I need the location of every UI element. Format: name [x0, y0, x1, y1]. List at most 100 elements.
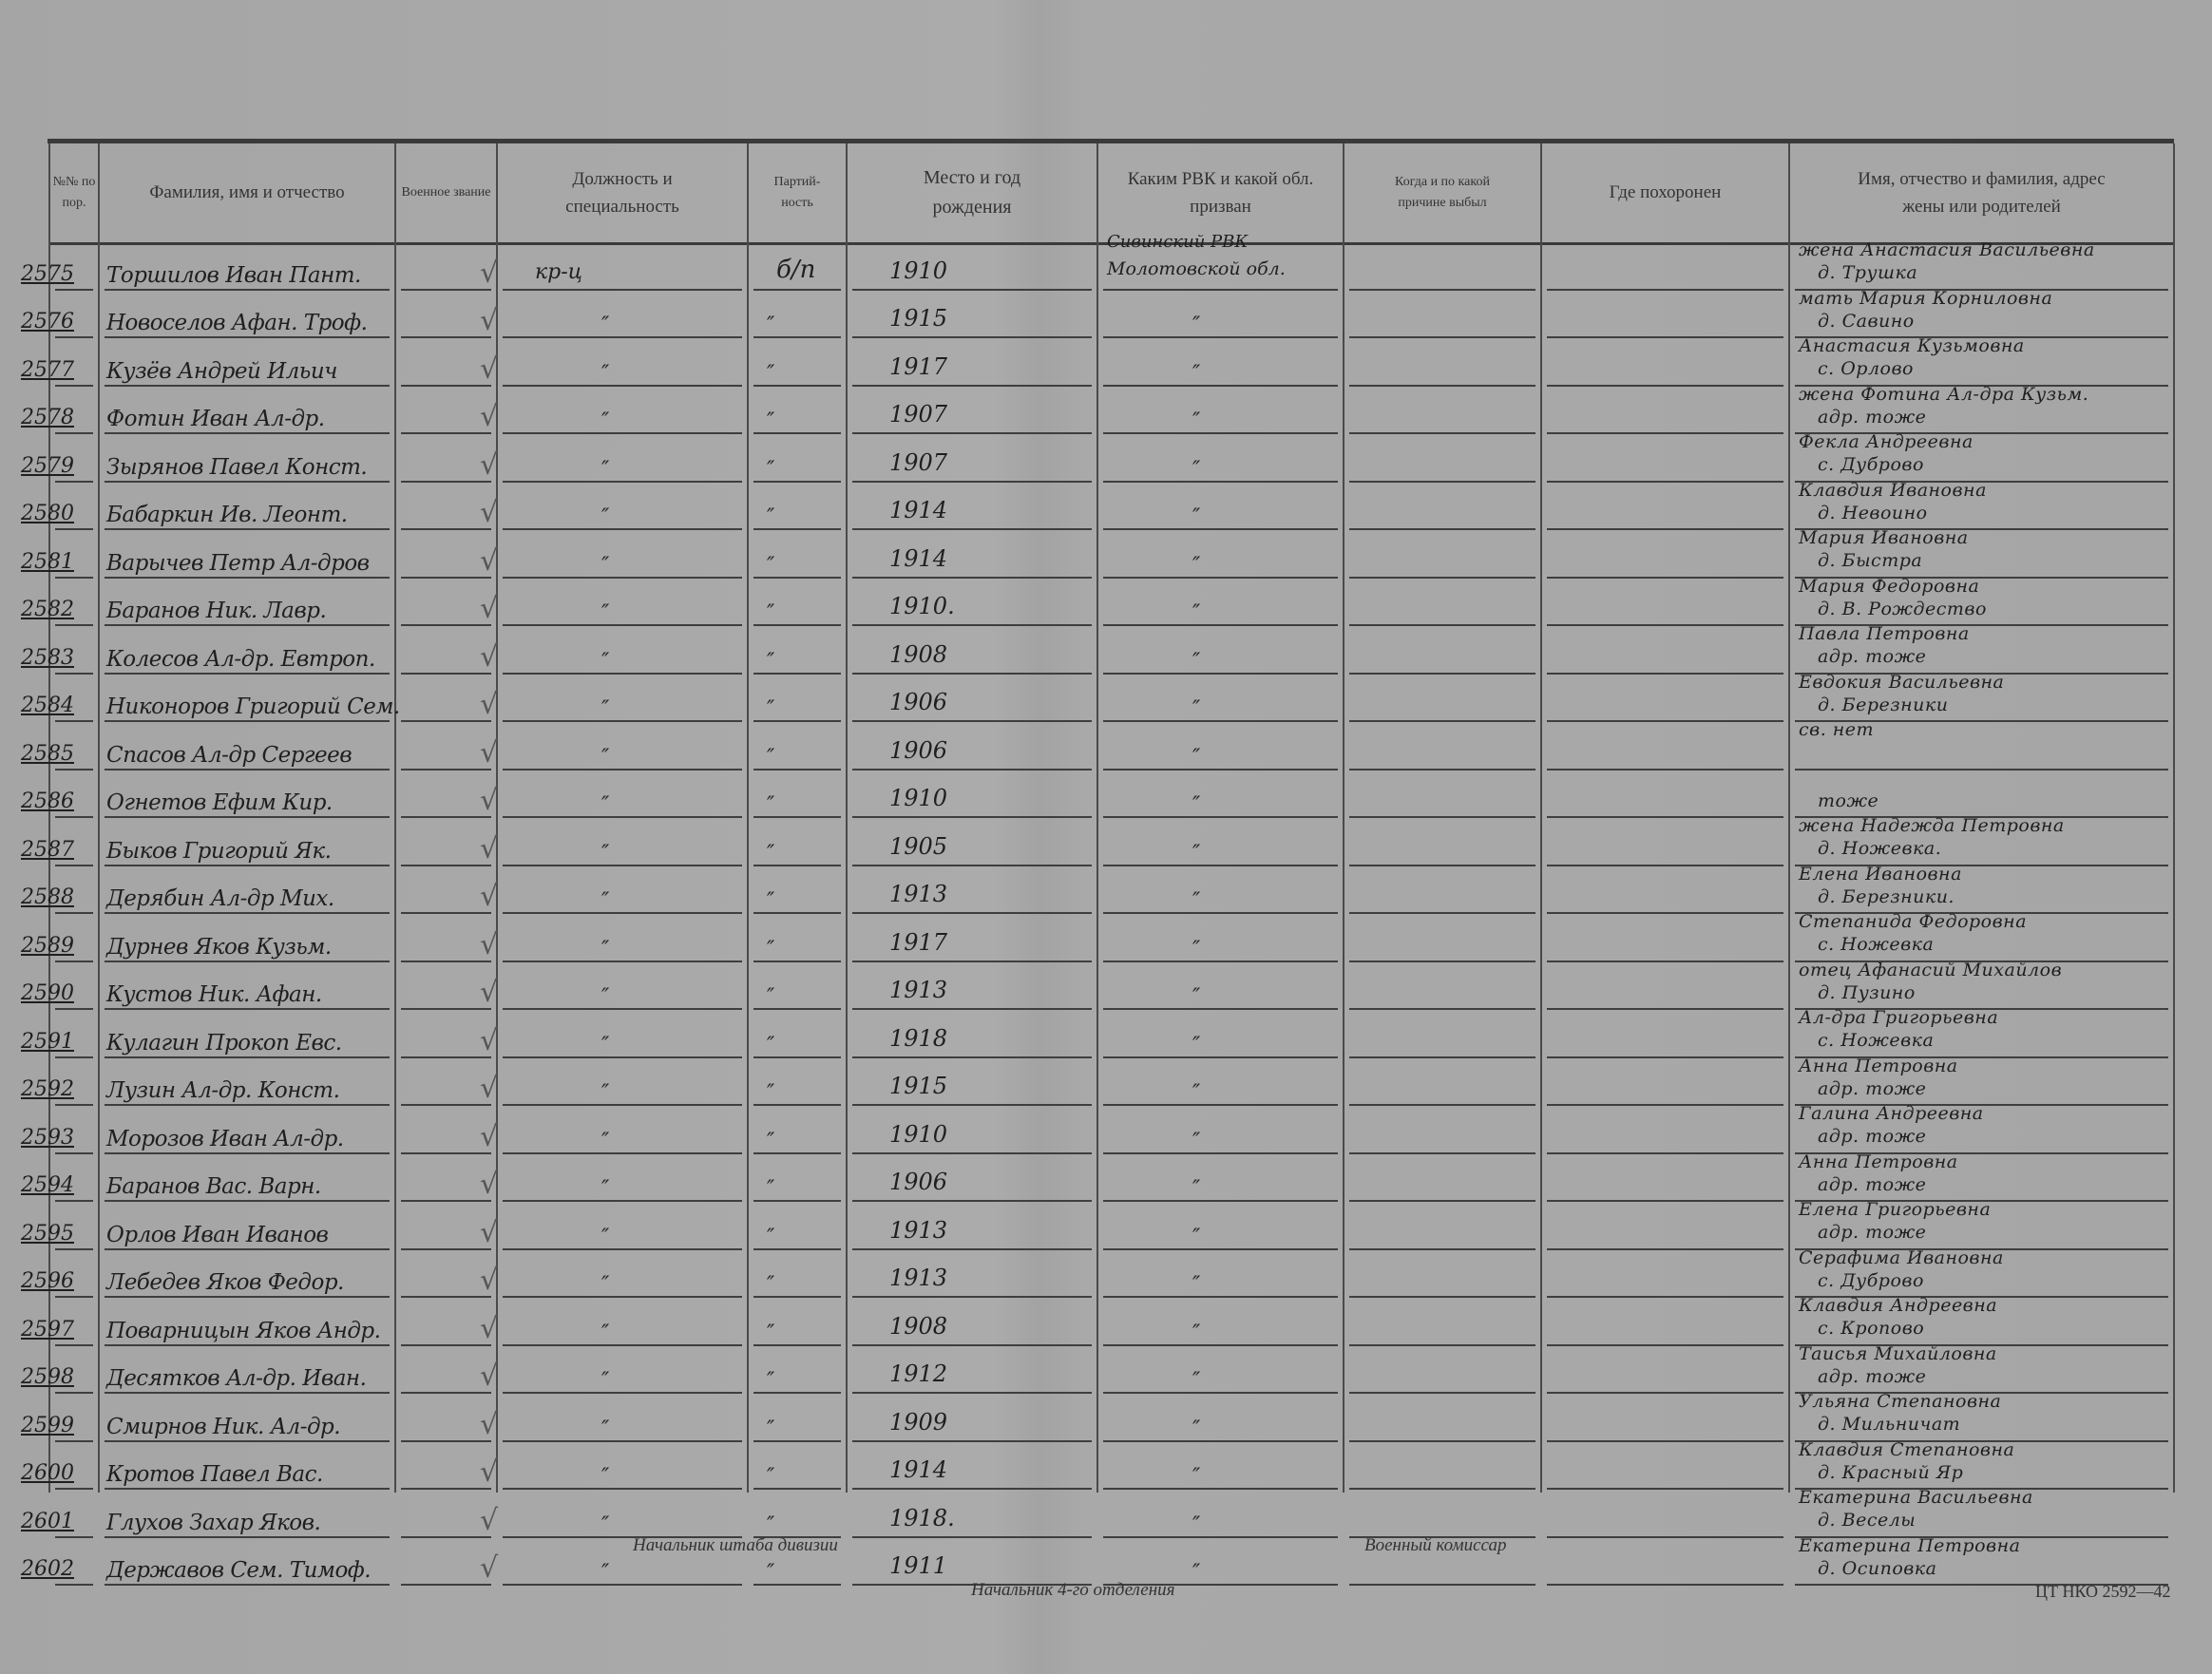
- header-position: Должность и специальность: [565, 168, 679, 217]
- row-rule: [753, 672, 841, 675]
- soldier-name: Дерябин Ал-др Мих.: [106, 886, 334, 911]
- row-rule: [1547, 384, 1783, 387]
- table-cell: [395, 869, 497, 918]
- table-cell: [1541, 965, 1789, 1014]
- table-cell: √ ″: [480, 485, 748, 534]
- row-rule: [1547, 1392, 1783, 1394]
- row-rule: [753, 1247, 841, 1250]
- row-rule: [1349, 1247, 1535, 1250]
- table-cell: [1344, 485, 1541, 534]
- table-cell: 1915: [847, 1061, 1097, 1110]
- row-rule: [1795, 336, 2168, 338]
- table-cell: Екатерина Петровна д. Осиповка: [1789, 1535, 2174, 1589]
- soldier-name: Кузёв Андрей Ильич: [106, 358, 337, 384]
- position-value: ″: [601, 889, 610, 913]
- row-rule: [55, 1296, 93, 1298]
- table-cell: √ ″: [480, 1397, 748, 1445]
- row-rule: [753, 960, 841, 962]
- header-party: Партий-ность: [773, 175, 821, 210]
- table-cell: 2600: [21, 1445, 99, 1493]
- table-cell: Державов Сем. Тимоф.: [99, 1541, 395, 1589]
- row-rule: [1349, 1392, 1535, 1394]
- row-rule: [852, 1151, 1092, 1154]
- row-rule: [1547, 912, 1783, 914]
- table-row: 2583 Колесов Ал-др. Евтроп. √ ″ ″ 1908 ″ Павла …: [21, 623, 2174, 677]
- checkmark-icon: √: [480, 1119, 499, 1153]
- column-divider: [1540, 143, 1542, 1493]
- row-rule: [852, 1343, 1092, 1346]
- rvk-value: ″: [1192, 457, 1201, 482]
- rvk-value: ″: [1192, 601, 1201, 625]
- soldier-name: Лебедев Яков Федор.: [106, 1270, 344, 1295]
- table-cell: [395, 965, 497, 1014]
- row-rule: [1795, 1584, 2168, 1586]
- row-rule: [1349, 576, 1535, 579]
- table-cell: √ ″: [480, 1445, 748, 1493]
- relative-name: Степанида Федоровна: [1799, 911, 2028, 932]
- table-cell: [1344, 725, 1541, 773]
- row-rule: [503, 480, 742, 483]
- row-rule: [852, 576, 1092, 579]
- row-rule: [852, 1104, 1092, 1106]
- row-rule: [852, 672, 1092, 675]
- checkmark-icon: √: [480, 784, 499, 817]
- position-value: ″: [601, 841, 610, 866]
- checkmark-icon: √: [480, 256, 499, 290]
- table-row: 2576 Новоселов Афан. Троф. √ ″ ″ 1915 ″ мать Ма…: [21, 288, 2174, 342]
- relative-name: Клавдия Степановна: [1799, 1438, 2015, 1460]
- checkmark-icon: √: [480, 831, 499, 866]
- row-rule: [105, 1008, 390, 1010]
- table-cell: 1905: [847, 821, 1097, 869]
- relative-name: Таисья Михайловна: [1799, 1342, 1997, 1364]
- party-value: ″: [767, 314, 775, 337]
- row-rule: [55, 1488, 93, 1490]
- record-number: 2575: [21, 261, 74, 286]
- table-cell: ″: [1097, 677, 1344, 726]
- record-number: 2593: [21, 1125, 74, 1150]
- row-rule: [503, 960, 742, 962]
- row-rule: [852, 1296, 1092, 1298]
- table-cell: жена Анастасия Васильевна д. Трушка: [1789, 239, 2174, 294]
- table-cell: [1541, 773, 1789, 822]
- row-rule: [1795, 1151, 2168, 1154]
- row-rule: [1795, 672, 2168, 675]
- checkmark-icon: √: [480, 1311, 499, 1345]
- record-number: 2594: [21, 1173, 74, 1197]
- table-cell: ″: [1097, 773, 1344, 822]
- row-rule: [55, 1343, 93, 1346]
- table-row: 2581 Варычев Петр Ал-дров √ ″ ″ 1914 ″ Мария Ив…: [21, 527, 2174, 581]
- rvk-value: ″: [1192, 505, 1201, 529]
- relative-name: Елена Григорьевна: [1799, 1199, 1992, 1220]
- soldier-name: Поварницын Яков Андр.: [106, 1318, 381, 1343]
- table-cell: [1541, 1205, 1789, 1253]
- row-rule: [1103, 1343, 1338, 1346]
- table-cell: [395, 1157, 497, 1206]
- row-rule: [55, 624, 93, 626]
- row-rule: [1547, 720, 1783, 722]
- record-number: 2578: [21, 406, 74, 429]
- birth-year: 1910.: [889, 593, 955, 619]
- relative-name: св. нет: [1799, 719, 1875, 740]
- table-cell: Баранов Ник. Лавр.: [99, 581, 395, 630]
- table-row: 2585 Спасов Ал-др Сергеев √ ″ ″ 1906 ″ св. нет: [21, 719, 2174, 773]
- birth-year: 1918.: [889, 1504, 955, 1531]
- birth-year: 1906: [889, 689, 948, 715]
- record-number: 2582: [21, 598, 74, 621]
- row-rule: [503, 432, 742, 434]
- birth-year: 1915: [889, 305, 948, 332]
- birth-year: 1907: [889, 401, 948, 428]
- table-cell: Фотин Иван Ал-др.: [99, 390, 395, 438]
- party-value: ″: [767, 1465, 775, 1489]
- birth-year: 1913: [889, 881, 948, 907]
- table-cell: Поварницын Яков Андр.: [99, 1301, 395, 1349]
- table-cell: Анна Петровна адр. тоже: [1789, 1151, 2174, 1206]
- table-cell: ″: [748, 629, 847, 677]
- party-value: ″: [767, 745, 775, 770]
- row-rule: [503, 1104, 742, 1106]
- row-rule: [1103, 1056, 1338, 1058]
- table-cell: Екатерина Васильевна д. Веселы: [1789, 1487, 2174, 1541]
- table-cell: [1344, 965, 1541, 1014]
- checkmark-icon: √: [480, 976, 499, 1009]
- row-rule: [753, 1439, 841, 1442]
- table-cell: √ ″: [480, 581, 748, 630]
